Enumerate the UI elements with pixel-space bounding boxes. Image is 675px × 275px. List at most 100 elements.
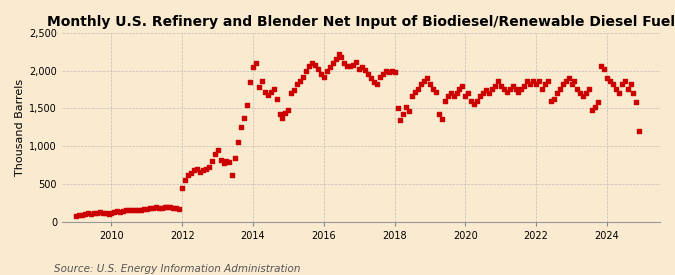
- Point: [531, 82, 541, 87]
- Point: [177, 186, 188, 190]
- Point: [590, 105, 601, 109]
- Point: [502, 90, 512, 94]
- Point: [254, 85, 265, 89]
- Point: [425, 82, 435, 87]
- Point: [628, 91, 639, 95]
- Point: [537, 87, 547, 91]
- Point: [248, 65, 259, 69]
- Point: [422, 76, 433, 81]
- Point: [274, 112, 285, 117]
- Point: [315, 72, 326, 76]
- Point: [407, 94, 418, 98]
- Point: [142, 206, 153, 211]
- Point: [601, 76, 612, 81]
- Point: [280, 111, 291, 115]
- Point: [401, 105, 412, 109]
- Point: [608, 82, 618, 87]
- Point: [319, 75, 329, 79]
- Point: [283, 108, 294, 112]
- Point: [218, 161, 229, 165]
- Point: [354, 67, 364, 72]
- Point: [221, 159, 232, 164]
- Point: [492, 79, 503, 84]
- Point: [433, 112, 444, 117]
- Point: [371, 82, 382, 87]
- Point: [97, 211, 108, 215]
- Point: [118, 208, 129, 213]
- Point: [584, 87, 595, 91]
- Point: [215, 158, 226, 162]
- Point: [330, 57, 341, 62]
- Point: [200, 167, 211, 171]
- Point: [342, 64, 353, 68]
- Point: [298, 75, 308, 79]
- Point: [578, 94, 589, 98]
- Point: [100, 211, 111, 216]
- Point: [545, 99, 556, 103]
- Point: [481, 87, 491, 92]
- Point: [333, 52, 344, 56]
- Point: [522, 79, 533, 84]
- Point: [498, 87, 509, 91]
- Point: [321, 68, 332, 73]
- Point: [389, 70, 400, 75]
- Point: [345, 64, 356, 68]
- Point: [463, 91, 474, 95]
- Point: [634, 129, 645, 133]
- Point: [236, 125, 246, 130]
- Point: [418, 79, 429, 84]
- Point: [168, 205, 179, 210]
- Point: [507, 84, 518, 88]
- Point: [144, 205, 155, 210]
- Point: [513, 90, 524, 94]
- Point: [466, 99, 477, 103]
- Point: [551, 91, 562, 95]
- Point: [413, 87, 424, 91]
- Point: [380, 68, 391, 73]
- Point: [300, 68, 311, 73]
- Point: [386, 68, 397, 73]
- Point: [595, 64, 606, 68]
- Point: [483, 91, 494, 95]
- Point: [162, 204, 173, 209]
- Point: [472, 99, 483, 103]
- Point: [95, 210, 105, 214]
- Point: [124, 207, 134, 212]
- Point: [88, 211, 99, 215]
- Point: [259, 90, 270, 94]
- Point: [351, 59, 362, 64]
- Point: [121, 208, 132, 213]
- Point: [563, 76, 574, 81]
- Point: [448, 94, 459, 98]
- Point: [587, 108, 597, 112]
- Point: [560, 79, 571, 84]
- Point: [324, 65, 335, 69]
- Point: [395, 118, 406, 122]
- Point: [130, 208, 140, 213]
- Point: [103, 211, 114, 216]
- Point: [554, 87, 565, 91]
- Point: [454, 87, 465, 91]
- Point: [377, 72, 388, 76]
- Point: [212, 148, 223, 152]
- Point: [519, 84, 530, 88]
- Point: [442, 94, 453, 98]
- Point: [127, 208, 138, 212]
- Point: [566, 82, 577, 87]
- Point: [186, 170, 196, 175]
- Point: [410, 90, 421, 94]
- Point: [74, 213, 84, 217]
- Point: [404, 109, 414, 114]
- Point: [194, 170, 205, 174]
- Point: [489, 84, 500, 88]
- Point: [534, 79, 545, 84]
- Point: [451, 91, 462, 95]
- Point: [572, 87, 583, 91]
- Point: [115, 209, 126, 214]
- Point: [548, 97, 559, 101]
- Point: [207, 159, 217, 164]
- Point: [203, 165, 214, 170]
- Point: [528, 79, 539, 84]
- Point: [369, 80, 379, 84]
- Point: [614, 91, 624, 95]
